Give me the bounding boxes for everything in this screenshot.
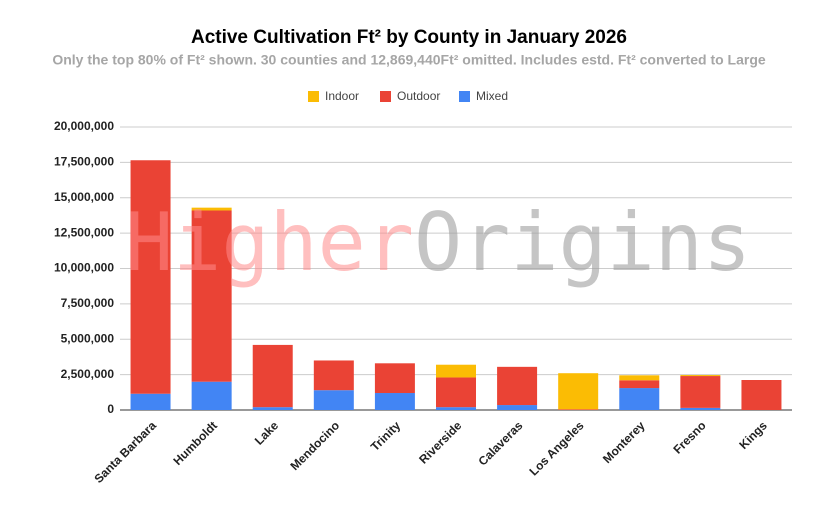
bar-segment [680,376,721,408]
bar-segment [130,160,171,394]
bar-segment [741,380,782,410]
bar-segment [252,407,293,410]
bar-segment [436,407,476,410]
bar-segment [436,377,476,408]
bar-segment [313,360,354,391]
bar-segment [191,207,232,211]
legend-swatch [459,91,470,102]
bar-segment [374,393,415,410]
legend-label: Outdoor [397,89,440,103]
bar-segment [558,409,599,410]
y-tick-label: 17,500,000 [54,155,114,169]
bar-segment [619,380,660,389]
chart-subtitle: Only the top 80% of Ft² shown. 30 counti… [52,52,766,68]
y-tick-label: 10,000,000 [54,261,114,275]
watermark: HigherOrigins [125,196,751,289]
bar-segment [619,375,660,381]
bar-segment [619,388,660,410]
bar-segment [374,363,415,394]
y-tick-label: 2,500,000 [61,367,115,381]
bar-segment [436,364,476,378]
y-tick-label: 12,500,000 [54,225,114,239]
bar-segment [497,405,538,410]
bar-segment [497,366,538,406]
legend-swatch [380,91,391,102]
chart-title: Active Cultivation Ft² by County in Janu… [191,27,627,48]
bar-segment [313,390,354,410]
bar-segment [680,375,721,377]
watermark-part: Origins [414,196,751,289]
bar-segment [252,344,293,408]
bar-segment [191,381,232,410]
bar-segment [130,393,171,410]
legend-label: Indoor [325,89,359,103]
watermark-part: Higher [125,196,414,289]
bar-segment [558,373,599,410]
y-tick-label: 7,500,000 [61,296,115,310]
legend-label: Mixed [476,89,508,103]
y-tick-label: 20,000,000 [54,119,114,133]
y-tick-label: 0 [107,402,114,416]
legend-swatch [308,91,319,102]
bar-segment [191,210,232,382]
bar-segment [680,407,721,410]
y-tick-label: 15,000,000 [54,190,114,204]
y-tick-label: 5,000,000 [61,331,115,345]
